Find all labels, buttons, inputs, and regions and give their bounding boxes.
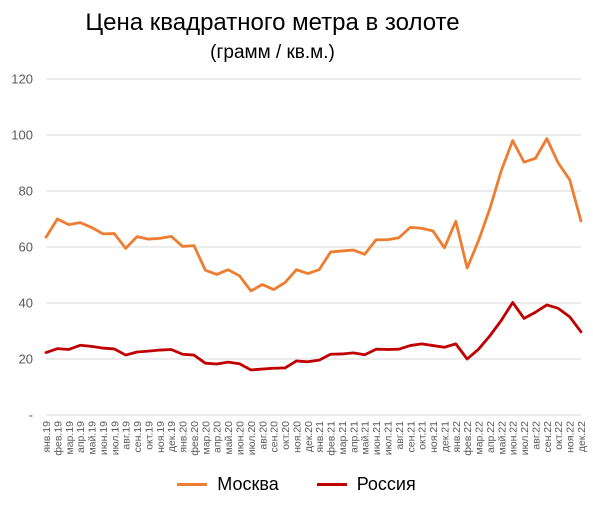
x-tick-label: мар.20 [200,421,212,455]
x-tick-label: апр.20 [212,421,224,453]
x-tick-label: дек.20 [303,421,315,452]
x-tick-label: фев.21 [326,421,338,456]
chart-subtitle: (грамм / кв.м.) [210,42,335,63]
x-tick-label: июл.22 [519,421,531,455]
legend-label-moscow: Москва [217,474,279,494]
x-tick-label: сен.22 [542,421,554,453]
x-tick-label: дек.21 [439,421,451,452]
x-tick-label: май.22 [496,421,508,455]
y-tick-label: 120 [11,72,33,87]
x-tick-label: фев.20 [189,421,201,456]
x-tick-label: мар.22 [474,421,486,455]
x-tick-label: май.19 [87,421,99,455]
x-tick-label: дек.22 [576,421,588,452]
x-tick-label: окт.22 [553,421,565,450]
x-tick-label: июн.20 [235,421,247,455]
x-tick-label: авг.21 [394,421,406,450]
x-tick-label: апр.21 [348,421,360,453]
x-tick-label: апр.19 [75,421,87,453]
x-tick-label: авг.20 [257,421,269,450]
x-tick-label: янв.21 [314,421,326,453]
x-tick-label: июн.22 [508,421,520,455]
legend-item-moscow: Москва [177,474,279,495]
x-tick-label: окт.20 [280,421,292,450]
x-tick-label: фев.19 [52,421,64,456]
x-tick-label: ноя.21 [428,421,440,453]
x-tick-label: дек.19 [166,421,178,452]
x-tick-label: ноя.19 [155,421,167,453]
series-line-moscow [44,137,583,293]
y-tick-label: - [29,408,33,423]
x-tick-label: мар.19 [64,421,76,455]
x-tick-label: сен.21 [405,421,417,453]
x-tick-label: янв.22 [451,421,463,453]
x-tick-label: янв.19 [41,421,53,453]
x-tick-label: май.21 [360,421,372,455]
y-tick-label: 100 [11,128,33,143]
x-tick-label: июн.19 [98,421,110,455]
legend-item-russia: Россия [316,474,416,495]
x-tick-label: фев.22 [462,421,474,456]
x-tick-label: ноя.20 [291,421,303,453]
x-tick-label: июл.19 [109,421,121,455]
legend-swatch-moscow [177,483,208,486]
x-tick-label: июл.21 [382,421,394,455]
y-tick-label: 80 [19,184,33,199]
x-tick-label: окт.21 [417,421,429,450]
x-tick-label: авг.19 [121,421,133,450]
legend-swatch-russia [316,483,347,486]
x-tick-label: авг.22 [530,421,542,450]
x-tick-label: окт.19 [143,421,155,450]
x-tick-label: сен.20 [269,421,281,453]
y-tick-label: 20 [19,352,33,367]
legend-label-russia: Россия [356,474,416,494]
series-line-russia [44,301,583,372]
x-tick-label: сен.19 [132,421,144,453]
x-tick-label: июл.20 [246,421,258,455]
chart-title: Цена квадратного метра в золоте [85,9,460,36]
x-tick-label: июн.21 [371,421,383,455]
chart-legend: Москва Россия [0,474,593,495]
x-tick-label: май.20 [223,421,235,455]
x-tick-label: мар.21 [337,421,349,455]
x-tick-label: апр.22 [485,421,497,453]
x-tick-label: янв.20 [178,421,190,453]
y-tick-label: 40 [19,296,33,311]
x-tick-label: ноя.22 [565,421,577,453]
y-tick-label: 60 [19,240,33,255]
